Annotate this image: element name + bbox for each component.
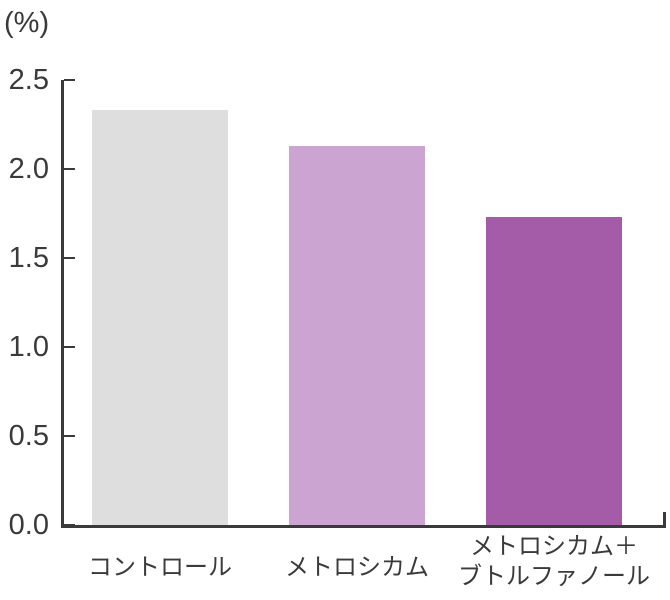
y-tick-label: 0.0 <box>8 509 49 541</box>
y-tick-mark <box>64 435 75 437</box>
y-tick-mark <box>64 524 75 526</box>
x-axis-end-tick <box>663 512 666 526</box>
x-axis-line <box>61 525 666 528</box>
x-axis-label-line: ブトルファノール <box>458 563 650 590</box>
y-tick-mark <box>64 168 75 170</box>
bar-1 <box>289 146 425 525</box>
x-axis-label-line: コントロール <box>88 554 232 581</box>
y-axis-line <box>61 80 64 528</box>
bar-2 <box>486 217 622 525</box>
y-tick-label: 1.5 <box>8 242 49 274</box>
y-tick-label: 2.5 <box>8 64 49 96</box>
y-tick-label: 2.0 <box>8 153 49 185</box>
y-tick-label: 0.5 <box>8 420 49 452</box>
y-tick-mark <box>64 257 75 259</box>
x-axis-label-line: メトロシカム <box>285 554 429 581</box>
x-axis-label-0: コントロール <box>40 553 280 583</box>
x-axis-label-1: メトロシカム <box>237 553 477 583</box>
bar-0 <box>92 110 228 525</box>
x-axis-label-2: メトロシカム＋ ブトルファノール <box>434 532 670 592</box>
y-tick-mark <box>64 79 75 81</box>
y-tick-label: 1.0 <box>8 331 49 363</box>
y-axis-unit-label: (%) <box>4 7 50 39</box>
x-axis-label-line: メトロシカム＋ <box>470 533 638 560</box>
y-tick-mark <box>64 346 75 348</box>
